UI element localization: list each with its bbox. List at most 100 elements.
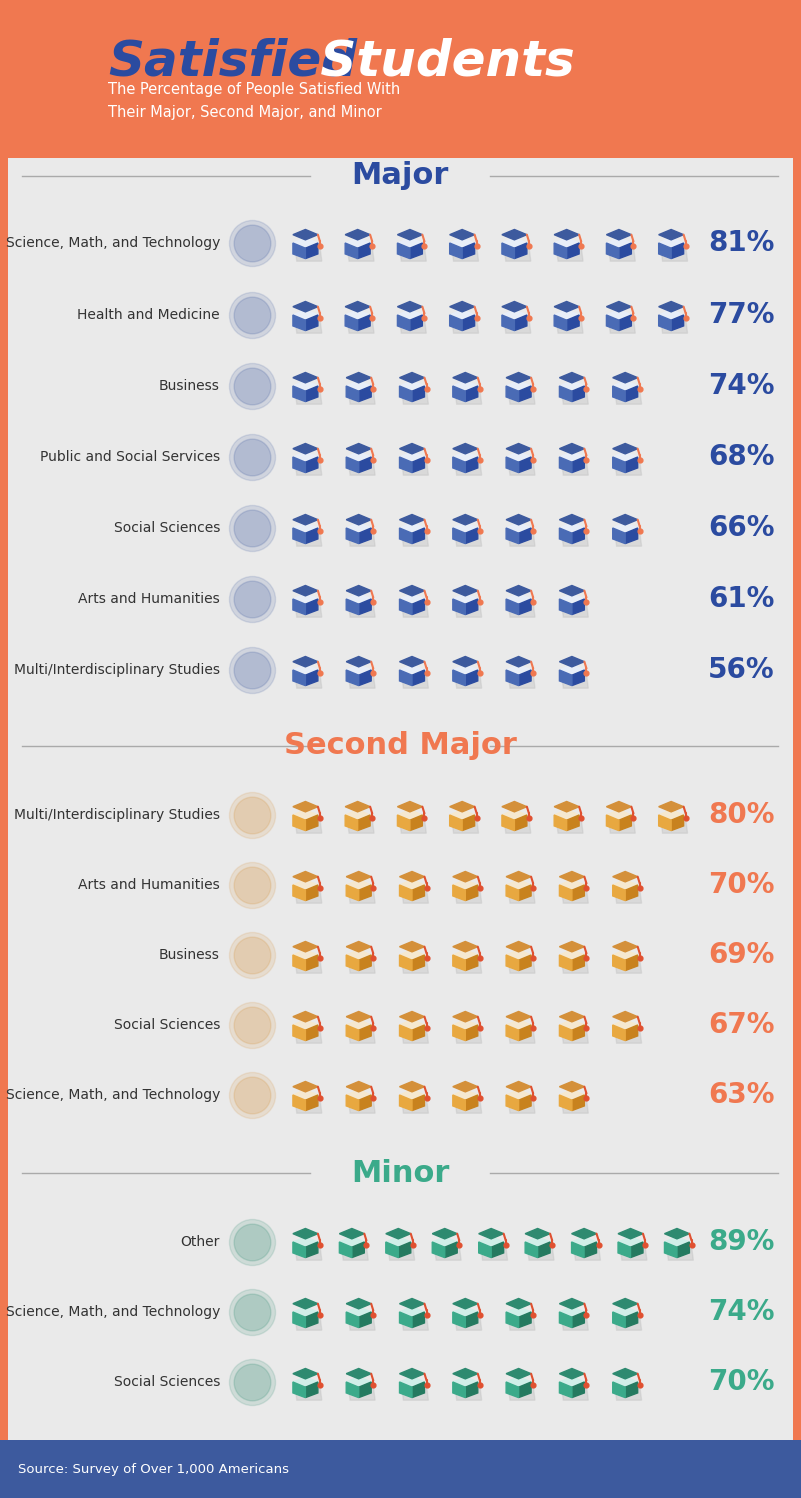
Polygon shape: [613, 380, 638, 391]
Polygon shape: [401, 1315, 429, 1330]
Polygon shape: [401, 1386, 429, 1401]
Polygon shape: [506, 373, 531, 383]
Polygon shape: [293, 380, 318, 391]
Point: [580, 876, 593, 900]
Point: [638, 1233, 651, 1257]
Point: [313, 1303, 326, 1327]
Polygon shape: [658, 801, 683, 812]
Polygon shape: [346, 373, 371, 383]
Point: [580, 1017, 593, 1041]
Point: [453, 1233, 465, 1257]
Point: [421, 662, 433, 686]
Polygon shape: [348, 247, 374, 261]
Polygon shape: [359, 1383, 371, 1398]
Point: [527, 1086, 540, 1110]
Polygon shape: [400, 457, 412, 472]
Polygon shape: [453, 523, 477, 533]
Polygon shape: [305, 1095, 318, 1110]
Polygon shape: [346, 1082, 371, 1092]
Polygon shape: [400, 319, 426, 333]
Point: [470, 806, 483, 830]
Polygon shape: [293, 315, 305, 331]
Polygon shape: [453, 885, 465, 900]
Polygon shape: [619, 815, 631, 830]
Polygon shape: [397, 815, 410, 830]
Point: [367, 947, 380, 971]
Point: [406, 1233, 419, 1257]
Polygon shape: [671, 315, 683, 331]
Polygon shape: [346, 514, 371, 524]
Text: 63%: 63%: [708, 1082, 775, 1109]
Polygon shape: [559, 523, 585, 533]
Polygon shape: [613, 1011, 638, 1022]
Polygon shape: [346, 1095, 359, 1110]
Polygon shape: [506, 1095, 518, 1110]
Polygon shape: [506, 879, 531, 890]
Point: [473, 1017, 486, 1041]
Point: [580, 947, 593, 971]
Text: Science, Math, and Technology: Science, Math, and Technology: [6, 237, 220, 250]
Polygon shape: [397, 310, 422, 321]
Polygon shape: [352, 1242, 364, 1258]
Polygon shape: [506, 1025, 518, 1041]
Point: [634, 377, 646, 401]
Polygon shape: [619, 315, 631, 331]
Point: [246, 231, 259, 255]
Polygon shape: [502, 238, 527, 249]
Polygon shape: [453, 665, 477, 676]
Polygon shape: [506, 599, 518, 614]
Point: [527, 377, 540, 401]
Polygon shape: [412, 670, 425, 686]
Polygon shape: [465, 1025, 477, 1041]
Point: [246, 1013, 259, 1037]
Polygon shape: [358, 315, 370, 331]
Polygon shape: [518, 386, 531, 401]
Polygon shape: [295, 1029, 322, 1043]
Point: [421, 1017, 433, 1041]
Polygon shape: [293, 599, 305, 614]
Polygon shape: [359, 599, 371, 614]
Polygon shape: [559, 1095, 572, 1110]
Polygon shape: [562, 1315, 588, 1330]
Polygon shape: [346, 527, 359, 544]
Point: [418, 234, 431, 258]
Text: Business: Business: [159, 948, 220, 962]
Polygon shape: [449, 310, 475, 321]
Polygon shape: [434, 1246, 461, 1260]
Polygon shape: [453, 1082, 477, 1092]
Point: [634, 1017, 646, 1041]
Polygon shape: [559, 599, 572, 614]
Polygon shape: [400, 514, 425, 524]
Polygon shape: [400, 1011, 425, 1022]
Point: [634, 448, 646, 472]
Polygon shape: [665, 1237, 690, 1248]
Polygon shape: [397, 315, 410, 331]
Text: Second Major: Second Major: [284, 731, 517, 761]
Polygon shape: [397, 243, 410, 259]
Polygon shape: [626, 1383, 638, 1398]
Polygon shape: [398, 1242, 411, 1258]
Polygon shape: [346, 586, 371, 596]
Polygon shape: [665, 1228, 690, 1239]
Text: Science, Math, and Technology: Science, Math, and Technology: [6, 1305, 220, 1320]
Point: [627, 234, 640, 258]
Polygon shape: [400, 1020, 425, 1031]
Polygon shape: [630, 1242, 643, 1258]
Polygon shape: [358, 815, 370, 830]
Point: [313, 234, 326, 258]
Polygon shape: [293, 656, 318, 667]
Polygon shape: [506, 380, 531, 391]
Polygon shape: [453, 1095, 465, 1110]
Polygon shape: [465, 527, 477, 544]
Point: [246, 658, 259, 682]
Polygon shape: [400, 656, 425, 667]
Polygon shape: [661, 319, 687, 333]
Polygon shape: [479, 1242, 491, 1258]
Text: Business: Business: [159, 379, 220, 392]
Polygon shape: [412, 527, 425, 544]
Polygon shape: [359, 386, 371, 401]
Point: [421, 377, 433, 401]
Point: [580, 1374, 593, 1398]
Polygon shape: [400, 443, 425, 454]
Polygon shape: [613, 941, 638, 951]
